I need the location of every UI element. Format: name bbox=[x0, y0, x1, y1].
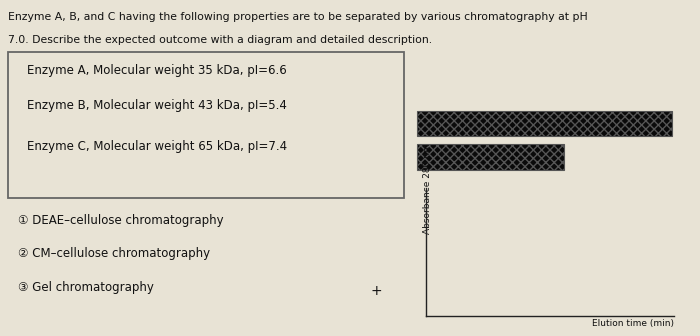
Text: 7.0. Describe the expected outcome with a diagram and detailed description.: 7.0. Describe the expected outcome with … bbox=[8, 35, 433, 45]
Text: ③ Gel chromatography: ③ Gel chromatography bbox=[18, 281, 153, 294]
Text: Enzyme B, Molecular weight 43 kDa, pI=5.4: Enzyme B, Molecular weight 43 kDa, pI=5.… bbox=[27, 99, 286, 112]
Y-axis label: Absorbance 280 nm: Absorbance 280 nm bbox=[423, 143, 432, 234]
Text: +: + bbox=[371, 284, 382, 298]
Text: ① DEAE–cellulose chromatography: ① DEAE–cellulose chromatography bbox=[18, 214, 223, 226]
Bar bbox=[416, 144, 564, 170]
Text: Enzyme C, Molecular weight 65 kDa, pI=7.4: Enzyme C, Molecular weight 65 kDa, pI=7.… bbox=[27, 140, 287, 153]
Bar bbox=[8, 52, 404, 198]
Text: Enzyme A, B, and C having the following properties are to be separated by variou: Enzyme A, B, and C having the following … bbox=[8, 12, 588, 22]
Bar bbox=[416, 111, 672, 136]
Text: Enzyme A, Molecular weight 35 kDa, pI=6.6: Enzyme A, Molecular weight 35 kDa, pI=6.… bbox=[27, 64, 286, 77]
Text: ② CM–cellulose chromatography: ② CM–cellulose chromatography bbox=[18, 247, 209, 260]
X-axis label: Elution time (min): Elution time (min) bbox=[592, 319, 674, 328]
